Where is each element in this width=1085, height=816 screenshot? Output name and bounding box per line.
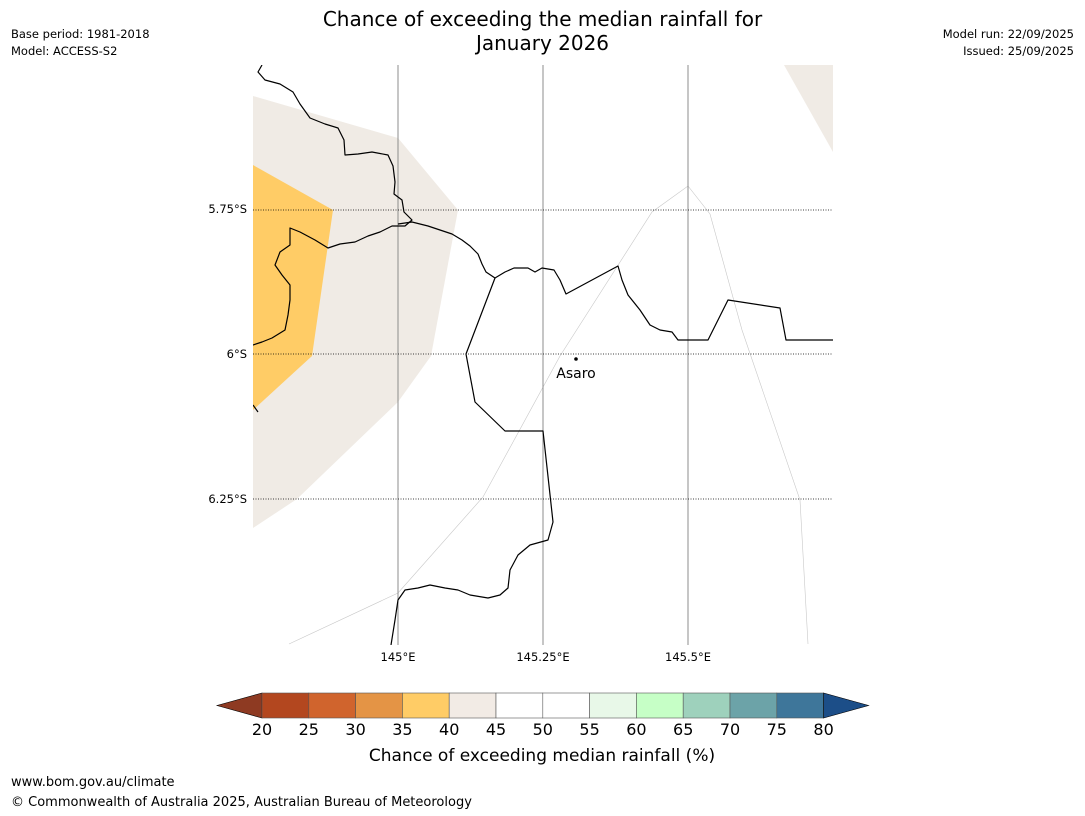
lat-label-5-75: 5.75°S: [208, 202, 247, 216]
colorbar-segment: [776, 692, 824, 719]
colorbar-segment: [682, 692, 731, 719]
lat-label-6: 6°S: [227, 347, 247, 361]
region-40-45-corner: [784, 65, 833, 152]
issued-date: Issued: 25/09/2025: [963, 44, 1074, 58]
colorbar-tick-label: 75: [767, 720, 787, 739]
lat-label-6-25: 6.25°S: [208, 492, 247, 506]
colorbar-segment: [729, 692, 778, 719]
colorbar-segment: [542, 692, 590, 719]
colorbar-tick-label: 25: [299, 720, 319, 739]
boundary-west: [253, 65, 413, 413]
title-line-2: January 2026: [475, 31, 610, 55]
colorbar-segment: [402, 692, 450, 719]
lon-label-145-5: 145.5°E: [665, 650, 711, 664]
model-name: Model: ACCESS-S2: [11, 44, 118, 58]
colorbar-tick-label: 70: [720, 720, 740, 739]
colorbar-segment: [495, 692, 544, 719]
colorbar-tick-label: 30: [345, 720, 365, 739]
colorbar-tick-label: 65: [673, 720, 693, 739]
colorbar: 20 25 30 35 40 45 50 55 60 65 70 75 80: [215, 692, 870, 739]
footer-url: www.bom.gov.au/climate: [11, 775, 175, 790]
colorbar-tick-label: 20: [252, 720, 272, 739]
map-area: [253, 65, 833, 645]
colorbar-tick-label: 55: [579, 720, 599, 739]
region-35-40: [253, 165, 333, 410]
colorbar-tick-label: 50: [533, 720, 553, 739]
model-run: Model run: 22/09/2025: [942, 27, 1074, 41]
colorbar-segment: [636, 692, 684, 719]
province-boundaries: [253, 65, 833, 645]
colorbar-segment: [261, 692, 310, 719]
colorbar-tick-label: 80: [813, 720, 833, 739]
faint-boundaries: [288, 185, 809, 645]
lon-label-145: 145°E: [381, 650, 416, 664]
lon-label-145-25: 145.25°E: [516, 650, 569, 664]
title-line-1: Chance of exceeding the median rainfall …: [322, 7, 763, 31]
colorbar-segment: [355, 692, 403, 719]
gridlines: [253, 65, 833, 645]
meta-left: Base period: 1981-2018 Model: ACCESS-S2: [11, 26, 150, 60]
colorbar-extend-high: [823, 692, 870, 719]
boundary-north-east: [397, 221, 833, 341]
meta-right: Model run: 22/09/2025 Issued: 25/09/2025: [943, 26, 1074, 60]
colorbar-tick-label: 35: [392, 720, 412, 739]
colorbar-segment: [308, 692, 356, 719]
base-period: Base period: 1981-2018: [11, 27, 150, 41]
chart-title: Chance of exceeding the median rainfall …: [0, 7, 1085, 55]
place-label-asaro: Asaro: [556, 366, 595, 382]
colorbar-tick-label: 45: [486, 720, 506, 739]
colorbar-tick-label: 60: [626, 720, 646, 739]
colorbar-tick-label: 40: [439, 720, 459, 739]
colorbar-extend-low: [215, 692, 263, 719]
colorbar-segment: [589, 692, 637, 719]
footer-copyright: © Commonwealth of Australia 2025, Austra…: [11, 795, 472, 810]
colorbar-label: Chance of exceeding median rainfall (%): [369, 746, 715, 766]
boundary-central: [390, 277, 554, 645]
asaro-marker: [574, 357, 578, 361]
colorbar-segment: [448, 692, 497, 719]
